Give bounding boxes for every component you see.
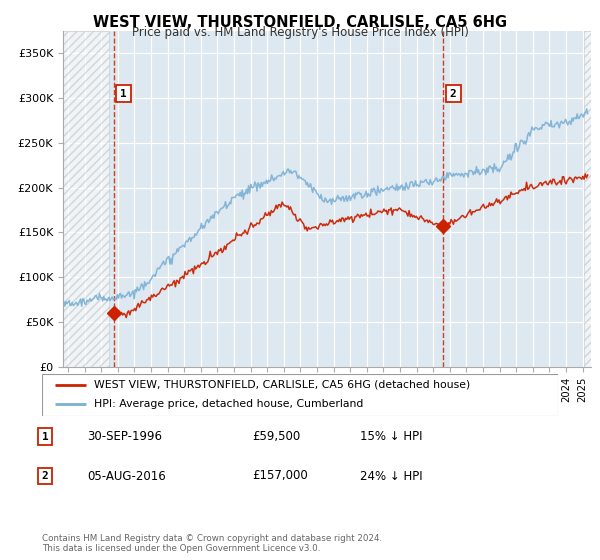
- Text: Price paid vs. HM Land Registry's House Price Index (HPI): Price paid vs. HM Land Registry's House …: [131, 26, 469, 39]
- Text: 24% ↓ HPI: 24% ↓ HPI: [360, 469, 422, 483]
- Text: Contains HM Land Registry data © Crown copyright and database right 2024.
This d: Contains HM Land Registry data © Crown c…: [42, 534, 382, 553]
- Text: £157,000: £157,000: [252, 469, 308, 483]
- Text: 1: 1: [41, 432, 49, 442]
- FancyBboxPatch shape: [42, 374, 558, 416]
- Text: £59,500: £59,500: [252, 430, 300, 444]
- Text: 2: 2: [41, 471, 49, 481]
- Text: 15% ↓ HPI: 15% ↓ HPI: [360, 430, 422, 444]
- Text: 1: 1: [120, 88, 127, 99]
- Text: 2: 2: [450, 88, 457, 99]
- Text: HPI: Average price, detached house, Cumberland: HPI: Average price, detached house, Cumb…: [94, 399, 363, 409]
- Bar: [63, 31, 109, 367]
- Text: WEST VIEW, THURSTONFIELD, CARLISLE, CA5 6HG (detached house): WEST VIEW, THURSTONFIELD, CARLISLE, CA5 …: [94, 380, 470, 390]
- Bar: [584, 31, 591, 367]
- Text: 30-SEP-1996: 30-SEP-1996: [87, 430, 162, 444]
- Text: WEST VIEW, THURSTONFIELD, CARLISLE, CA5 6HG: WEST VIEW, THURSTONFIELD, CARLISLE, CA5 …: [93, 15, 507, 30]
- Text: 05-AUG-2016: 05-AUG-2016: [87, 469, 166, 483]
